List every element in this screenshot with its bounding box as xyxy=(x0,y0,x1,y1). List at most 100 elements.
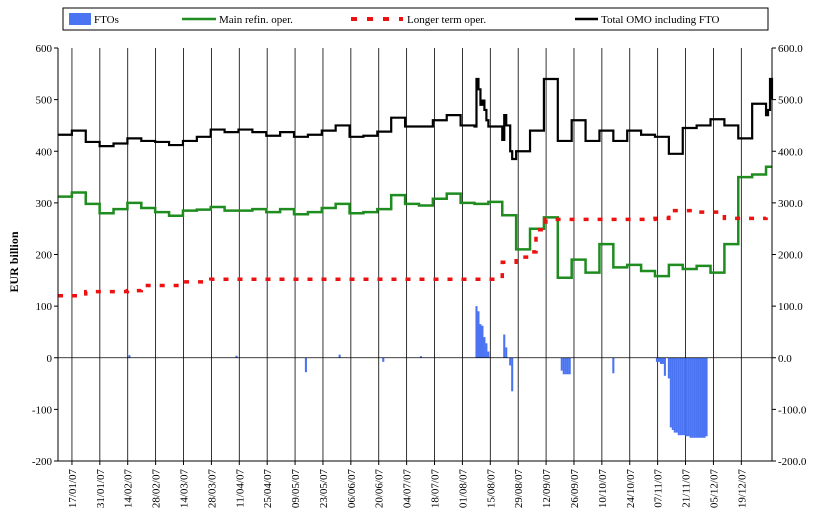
fto-bar xyxy=(235,355,238,358)
axes-layer: 17/01/07 31/01/07 14/02/07 28/02/07 14/03/07… xyxy=(32,43,807,508)
x-tick-label: 07/11/07 xyxy=(653,469,665,508)
fto-bar xyxy=(382,357,385,362)
y-tick-label-right: -100.0 xyxy=(778,404,807,416)
fto-bar xyxy=(699,357,702,438)
fto-bar xyxy=(483,337,486,358)
x-tick-label: 11/04/07 xyxy=(234,469,246,508)
fto-bar xyxy=(671,357,674,431)
x-tick-label: 31/01/07 xyxy=(95,469,107,509)
x-tick-label: 14/03/07 xyxy=(179,469,191,509)
fto-bar xyxy=(560,357,563,371)
main-refin-line xyxy=(58,165,772,279)
fto-bar xyxy=(667,357,670,379)
y-tick-label-left: 0 xyxy=(47,353,53,365)
x-tick-label: 01/08/07 xyxy=(457,469,469,509)
total-omo-line xyxy=(58,77,774,161)
series-lines-layer xyxy=(58,77,774,298)
y-axis-title: EUR billion xyxy=(7,231,21,292)
grid-layer xyxy=(71,48,742,461)
fto-bar xyxy=(568,357,571,375)
x-tick-label: 14/02/07 xyxy=(123,469,135,509)
longer-term-line xyxy=(58,208,768,298)
fto-bar xyxy=(675,357,678,433)
fto-bars-layer xyxy=(128,306,708,438)
y-tick-label-left: -200 xyxy=(32,456,53,468)
fto-bar xyxy=(128,355,131,358)
fto-bar xyxy=(683,357,686,436)
x-tick-label: 24/10/07 xyxy=(625,469,637,509)
fto-bar xyxy=(693,357,696,438)
fto-bar xyxy=(304,357,307,373)
fto-bar xyxy=(655,357,659,362)
x-tick-label: 15/08/07 xyxy=(485,469,497,509)
fto-bar xyxy=(681,357,684,436)
fto-bar xyxy=(562,357,565,375)
fto-bar xyxy=(703,357,706,438)
fto-bar xyxy=(475,306,478,358)
fto-bar xyxy=(477,311,480,358)
fto-bar xyxy=(673,357,676,433)
legend-swatch-ftos xyxy=(69,13,91,25)
x-tick-label: 09/05/07 xyxy=(290,469,302,509)
fto-bar xyxy=(701,357,704,438)
y-tick-label-right: 0.0 xyxy=(778,353,792,365)
y-tick-label-left: 200 xyxy=(36,250,53,262)
x-tick-label: 29/08/07 xyxy=(513,469,525,509)
x-tick-label: 05/12/07 xyxy=(708,469,720,509)
fto-bar xyxy=(419,356,422,358)
legend-label-main-refin: Main refin. oper. xyxy=(219,14,293,26)
fto-bar xyxy=(661,357,664,364)
fto-bar xyxy=(487,351,490,358)
fto-bar xyxy=(503,334,506,358)
y-tick-label-left: 100 xyxy=(36,301,53,313)
y-tick-label-right: 500.0 xyxy=(778,95,803,107)
fto-bar xyxy=(677,357,680,436)
x-tick-label: 28/02/07 xyxy=(151,469,163,509)
fto-bar xyxy=(511,357,514,392)
y-tick-label-left: 400 xyxy=(36,146,53,158)
fto-bar xyxy=(689,357,692,438)
fto-bar xyxy=(481,325,484,358)
x-tick-label: 18/07/07 xyxy=(430,469,442,509)
fto-bar xyxy=(479,324,482,358)
y-tick-label-right: -200.0 xyxy=(778,456,807,468)
y-tick-label-right: 600.0 xyxy=(778,43,803,55)
x-tick-label: 04/07/07 xyxy=(402,469,414,509)
fto-bar xyxy=(697,357,700,438)
y-tick-label-left: 500 xyxy=(36,95,53,107)
legend-item-longer-term: Longer term oper. xyxy=(351,14,486,26)
y-tick-label-right: 300.0 xyxy=(778,198,803,210)
fto-bar xyxy=(612,357,615,374)
x-tick-label: 06/06/07 xyxy=(346,469,358,509)
fto-bar xyxy=(485,343,488,358)
fto-bar xyxy=(663,357,666,376)
x-tick-label: 23/05/07 xyxy=(318,469,330,509)
fto-bar xyxy=(566,357,569,375)
legend-label-ftos: FTOs xyxy=(94,14,119,26)
fto-bar xyxy=(338,354,341,358)
y-tick-label-right: 100.0 xyxy=(778,301,803,313)
x-tick-label: 25/04/07 xyxy=(262,469,274,509)
x-tick-label: 28/03/07 xyxy=(206,469,218,509)
legend-item-total-omo: Total OMO including FTO xyxy=(575,14,720,26)
y-tick-label-right: 400.0 xyxy=(778,146,803,158)
y-tick-label-left: 300 xyxy=(36,198,53,210)
fto-bar xyxy=(657,357,660,362)
x-tick-label: 12/09/07 xyxy=(541,469,553,509)
y-tick-label-left: 600 xyxy=(36,43,53,55)
legend: FTOs Main refin. oper. Longer term oper.… xyxy=(62,7,769,31)
x-tick-label: 10/10/07 xyxy=(597,469,609,509)
fto-bar xyxy=(679,357,682,436)
legend-box xyxy=(62,7,769,31)
fto-bar xyxy=(564,357,567,375)
x-tick-label: 21/11/07 xyxy=(681,469,693,508)
x-tick-label: 26/09/07 xyxy=(569,469,581,509)
fto-bar xyxy=(669,357,672,428)
y-tick-label-right: 200.0 xyxy=(778,250,803,262)
fto-bar xyxy=(505,347,508,358)
fto-bar xyxy=(685,357,688,437)
legend-item-main-refin: Main refin. oper. xyxy=(182,14,293,26)
legend-label-total-omo: Total OMO including FTO xyxy=(601,14,720,26)
fto-bar xyxy=(659,357,662,364)
